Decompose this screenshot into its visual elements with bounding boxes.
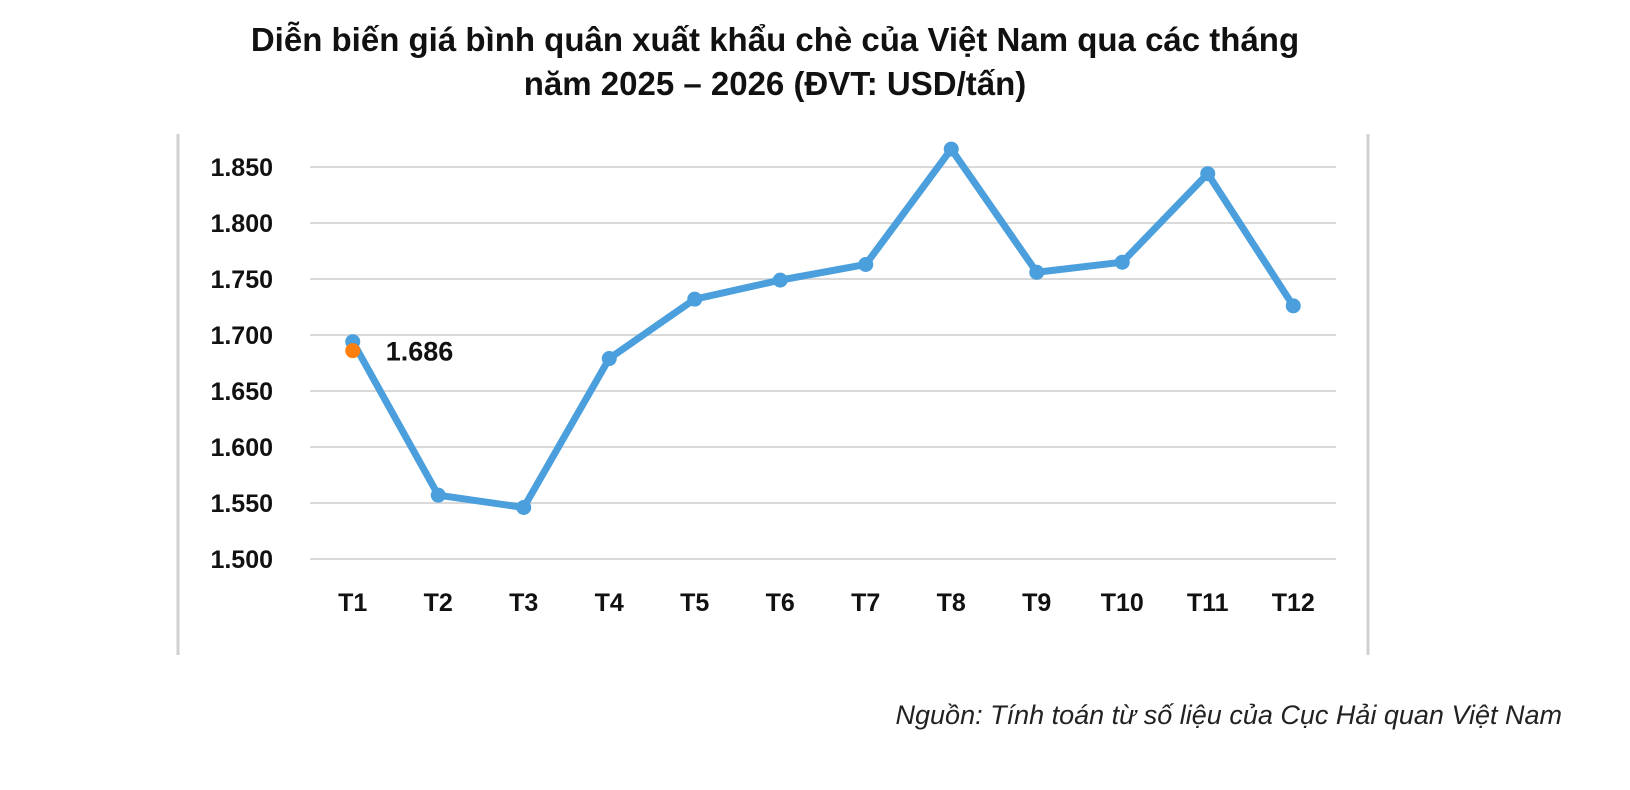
y-tick-label: 1.750 [210,266,273,294]
data-point-2025 [1029,264,1045,280]
data-point-2025 [687,291,703,307]
chart-title-line-2: năm 2025 – 2026 (ĐVT: USD/tấn) [523,65,1027,102]
line-chart: 1.850 1.800 1.750 1.700 1.650 1.600 1.550 1.500… [176,134,1370,655]
x-tick-label: T9 [1022,589,1051,617]
data-label-2026: 1.686 [386,337,454,367]
x-tick-label: T2 [424,589,453,617]
x-tick-label: T12 [1272,589,1315,617]
chart-title: Diễn biến giá bình quân xuất khẩu chè củ… [0,18,1550,106]
x-tick-label: T11 [1187,589,1229,617]
y-tick-label: 1.650 [210,378,273,406]
chart-title-line-1: Diễn biến giá bình quân xuất khẩu chè củ… [250,21,1300,58]
y-tick-label: 1.700 [210,322,273,350]
x-tick-label: T4 [595,589,624,617]
data-point-2025 [1200,166,1216,182]
y-tick-label: 1.800 [210,210,273,238]
x-tick-label: T6 [766,589,795,617]
y-tick-label: 1.500 [210,546,273,574]
data-point-2025 [430,487,446,503]
data-point-2026 [345,343,361,359]
y-tick-label: 1.600 [210,434,273,462]
source-note: Nguồn: Tính toán từ số liệu của Cục Hải … [895,700,1562,730]
x-tick-label: T3 [509,589,538,617]
x-tick-label: T5 [680,589,709,617]
x-tick-label: T10 [1101,589,1144,617]
data-point-2025 [772,272,788,288]
y-tick-label: 1.850 [210,154,273,182]
data-point-2025 [1285,298,1301,314]
x-tick-label: T7 [851,589,880,617]
data-point-2025 [858,256,874,272]
data-point-2025 [943,141,959,157]
y-tick-label: 1.550 [210,490,273,518]
data-point-2025 [516,499,532,515]
data-point-2025 [601,351,617,367]
x-tick-label: T1 [338,589,367,617]
series-line-2025 [349,145,1297,511]
data-point-2025 [1114,254,1130,270]
x-tick-label: T8 [937,589,966,617]
